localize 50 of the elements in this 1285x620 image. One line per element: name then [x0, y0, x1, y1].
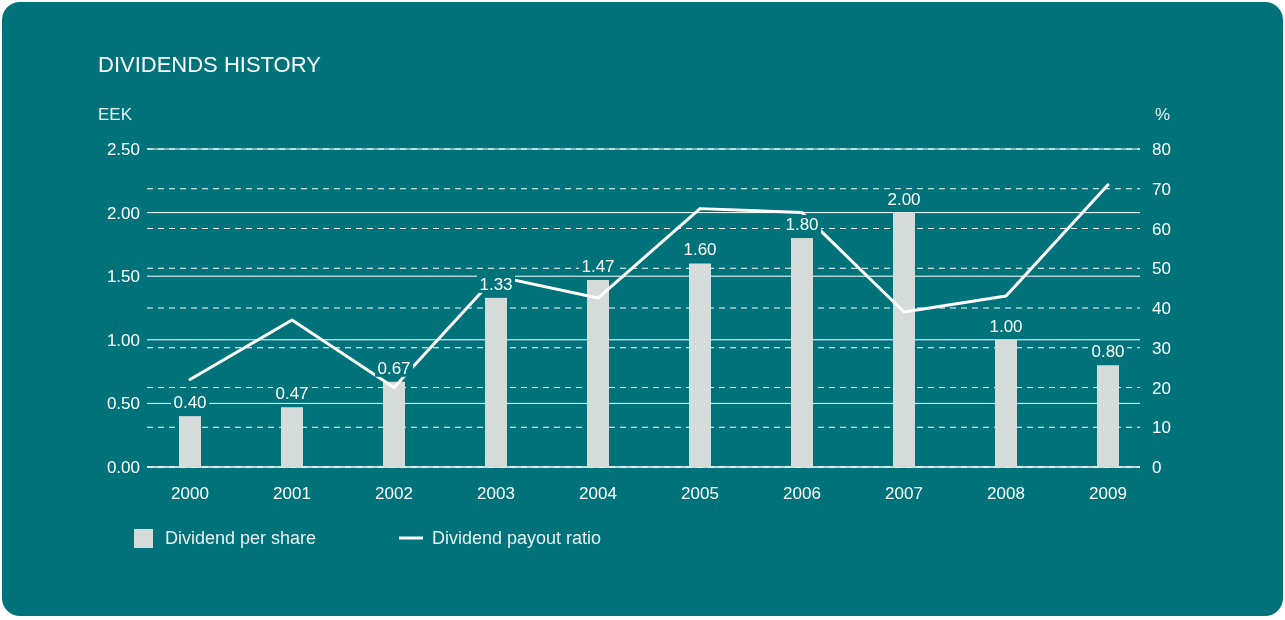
y2-tick-label: 30 [1152, 338, 1171, 358]
y-axis-title: EEK [98, 105, 133, 124]
x-tick-label: 2001 [273, 484, 311, 503]
y2-tick-label: 70 [1152, 179, 1171, 199]
data-label: 1.80 [785, 215, 819, 235]
y2-tick-label: 50 [1152, 259, 1171, 279]
bar [689, 263, 711, 467]
bar [791, 238, 813, 467]
x-tick-label: 2006 [783, 484, 821, 503]
data-label: 2.00 [887, 189, 921, 209]
y2-tick-label: 20 [1152, 378, 1171, 398]
legend-label: Dividend per share [165, 528, 317, 548]
y2-tick-label: 80 [1152, 140, 1171, 159]
y2-axis-title: % [1154, 105, 1170, 124]
bar [1097, 365, 1119, 467]
bar [485, 297, 507, 467]
bar [179, 416, 201, 467]
y-tick-label: 0.50 [106, 394, 140, 414]
x-tick-label: 2008 [987, 484, 1025, 503]
chart-title: DIVIDENDS HISTORY [98, 52, 322, 77]
bar [587, 280, 609, 467]
data-label: 0.67 [377, 358, 411, 378]
x-tick-label: 2005 [681, 484, 719, 503]
y-tick-label: 2.00 [106, 203, 140, 223]
data-label: 1.00 [989, 316, 1023, 336]
data-label: 1.47 [581, 257, 615, 277]
y-tick-label: 0.00 [106, 458, 140, 477]
x-tick-label: 2007 [885, 484, 923, 503]
y2-tick-label: 10 [1152, 418, 1171, 438]
legend-label: Dividend payout ratio [432, 528, 602, 548]
data-label: 0.47 [275, 384, 309, 404]
data-label: 0.80 [1091, 342, 1125, 362]
y-tick-label: 1.00 [106, 330, 140, 350]
bar [383, 381, 405, 467]
x-tick-label: 2000 [171, 484, 209, 503]
data-label: 1.33 [479, 274, 513, 294]
bar [995, 339, 1017, 467]
x-tick-label: 2002 [375, 484, 413, 503]
x-tick-label: 2009 [1089, 484, 1127, 503]
y2-tick-label: 40 [1152, 299, 1171, 318]
x-tick-label: 2003 [477, 484, 515, 503]
data-label: 1.60 [683, 240, 717, 260]
y2-tick-label: 0 [1152, 458, 1162, 477]
bar [281, 407, 303, 467]
y-tick-label: 2.50 [106, 140, 140, 159]
y2-tick-label: 60 [1152, 219, 1171, 239]
x-tick-label: 2004 [579, 484, 617, 503]
y-tick-label: 1.50 [106, 267, 140, 287]
bar [893, 212, 915, 467]
data-label: 0.40 [173, 393, 207, 413]
